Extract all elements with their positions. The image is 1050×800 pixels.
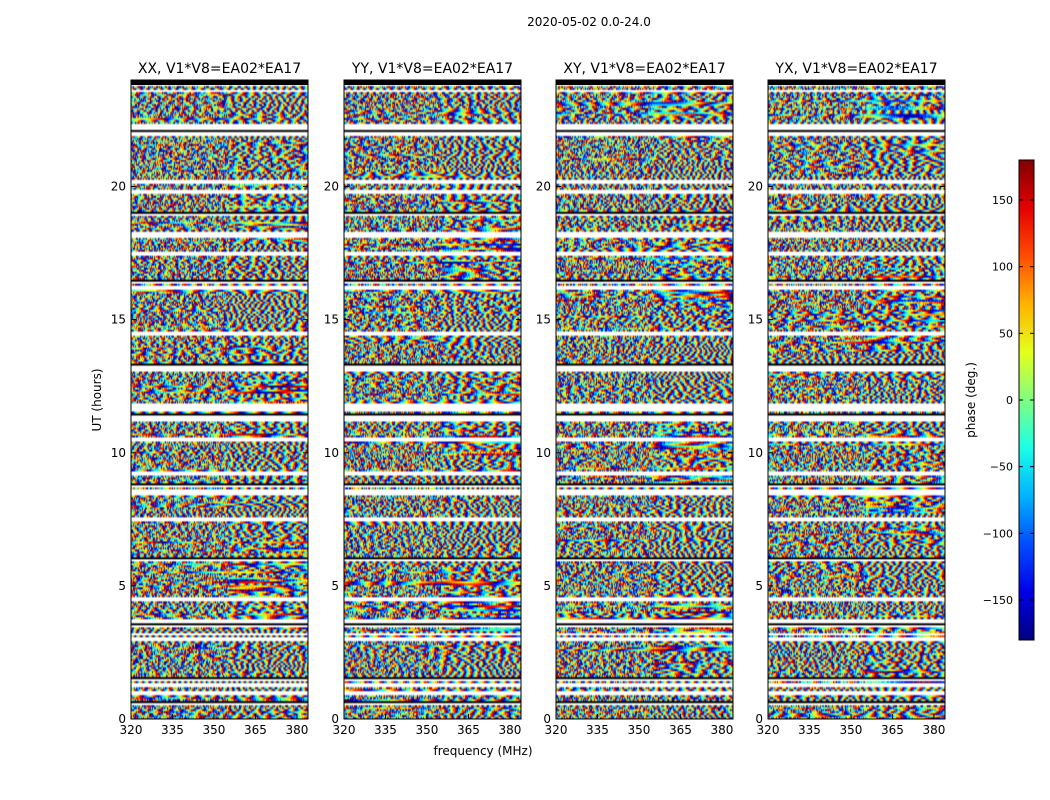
y-tick-label: 5 [755,579,763,593]
heatmap-image-0 [131,80,308,719]
panel-3: YX, V1*V8=EA02*EA17 320 335 350 365 380 0 5 10 15… [748,61,946,737]
y-tick-label: 10 [748,446,763,460]
x-tick-label: 365 [244,723,267,737]
y-tick-label: 20 [324,180,339,194]
x-tick-label: 365 [669,723,692,737]
x-tick-label: 365 [457,723,480,737]
panel-top-band [131,80,308,85]
x-tick-label: 335 [798,723,821,737]
x-tick-label: 380 [285,723,308,737]
x-tick-label: 350 [840,723,863,737]
y-tick-label: 15 [748,313,763,327]
x-tick-label: 320 [333,723,356,737]
panel-1: YY, V1*V8=EA02*EA17 320 335 350 365 380 0 5 10 15… [324,61,522,737]
x-tick-label: 380 [498,723,521,737]
y-tick-label: 10 [111,446,126,460]
colorbar: −150 −100 −50 0 50 100 150 phase (deg.) [964,159,1035,641]
panel-top-band [768,80,945,85]
x-tick-label: 365 [881,723,904,737]
x-tick-label: 350 [203,723,226,737]
colorbar-tick-label: 50 [999,327,1013,340]
panel-title: XX, V1*V8=EA02*EA17 [138,61,301,77]
y-tick-label: 15 [111,313,126,327]
y-tick-label: 0 [331,712,339,726]
x-tick-label: 320 [757,723,780,737]
heatmap-image-2 [556,80,733,719]
figure-title: 2020-05-02 0.0-24.0 [527,15,651,29]
y-tick-label: 0 [755,712,763,726]
panels: XX, V1*V8=EA02*EA17 320 335 350 365 380 0 5 10 15… [111,61,946,737]
panel-2: XY, V1*V8=EA02*EA17 320 335 350 365 380 0 5 10 15… [536,61,734,737]
panel-top-band [344,80,521,85]
y-axis-label: UT (hours) [90,368,104,431]
panel-title: YX, V1*V8=EA02*EA17 [774,61,937,77]
y-tick-label: 20 [111,180,126,194]
x-tick-label: 335 [374,723,397,737]
x-tick-label: 350 [628,723,651,737]
x-axis-label: frequency (MHz) [433,744,532,758]
panel-0: XX, V1*V8=EA02*EA17 320 335 350 365 380 0 5 10 15… [111,61,309,737]
x-tick-label: 320 [120,723,143,737]
x-tick-label: 320 [545,723,568,737]
x-tick-label: 380 [710,723,733,737]
y-tick-label: 5 [543,579,551,593]
colorbar-tick-label: −100 [983,527,1013,540]
y-tick-label: 10 [536,446,551,460]
y-tick-label: 5 [331,579,339,593]
panel-top-band [556,80,733,85]
colorbar-tick-label: −150 [983,594,1013,607]
y-tick-label: 5 [118,579,126,593]
x-tick-label: 380 [922,723,945,737]
y-tick-label: 20 [748,180,763,194]
y-tick-label: 0 [118,712,126,726]
y-tick-label: 20 [536,180,551,194]
colorbar-tick-label: −50 [990,461,1013,474]
panel-title: XY, V1*V8=EA02*EA17 [563,61,725,77]
x-tick-label: 335 [586,723,609,737]
heatmap-image-3 [768,80,945,719]
colorbar-tick-label: 150 [992,194,1013,207]
y-tick-label: 10 [324,446,339,460]
y-tick-label: 15 [536,313,551,327]
y-tick-label: 0 [543,712,551,726]
colorbar-label: phase (deg.) [964,362,978,438]
colorbar-tick-label: 0 [1006,394,1013,407]
panel-title: YY, V1*V8=EA02*EA17 [351,61,513,77]
y-tick-label: 15 [324,313,339,327]
heatmap-image-1 [344,80,521,719]
x-tick-label: 335 [161,723,184,737]
x-tick-label: 350 [416,723,439,737]
colorbar-tick-label: 100 [992,261,1013,274]
